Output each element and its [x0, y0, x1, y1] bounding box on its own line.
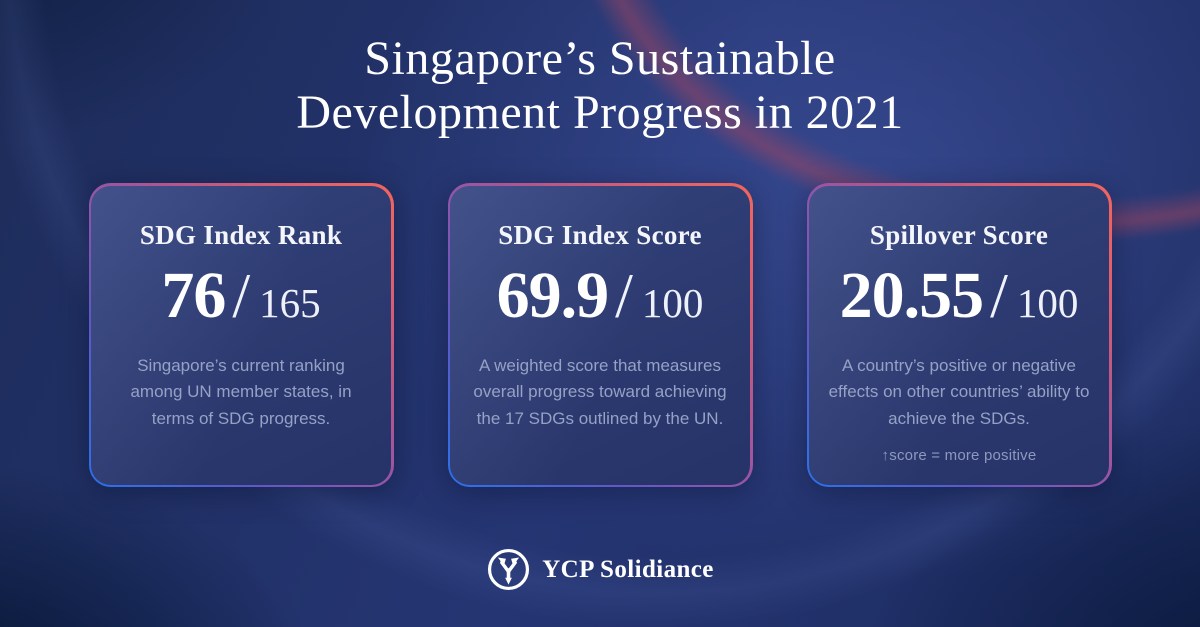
card-title: SDG Index Rank	[139, 219, 343, 250]
page-title: Singapore’s Sustainable Development Prog…	[0, 32, 1200, 140]
card-description: A country’s positive or negative effects…	[828, 355, 1090, 428]
metric-value: 20.55	[839, 258, 984, 332]
ycp-logo-icon	[486, 547, 531, 592]
page-title-line-2: Development Progress in 2021	[296, 86, 904, 140]
card-title: SDG Index Score	[498, 219, 702, 250]
metric-row: 20.55 / 100	[809, 258, 1109, 332]
card-description: A weighted score that measures overall p…	[473, 355, 727, 428]
stat-card-spillover-score: Spillover Score 20.55 / 100 A country’s …	[806, 183, 1112, 487]
stat-cards: SDG Index Rank 76 / 165 Singapore’s curr…	[0, 183, 1200, 487]
metric-slash: /	[990, 259, 1008, 331]
stat-card-sdg-index-score: SDG Index Score 69.9 / 100 A weighted sc…	[447, 183, 753, 487]
stat-card-body: SDG Index Score 69.9 / 100 A weighted sc…	[450, 185, 750, 485]
stat-card-sdg-index-rank: SDG Index Rank 76 / 165 Singapore’s curr…	[88, 183, 394, 487]
card-description: Singapore’s current ranking among UN mem…	[130, 355, 352, 428]
metric-slash: /	[232, 259, 251, 331]
brand-footer: YCP Solidiance	[0, 547, 1200, 592]
metric-slash: /	[615, 259, 633, 331]
metric-row: 76 / 165	[91, 258, 391, 332]
metric-value: 76	[161, 258, 226, 332]
stat-card-body: SDG Index Rank 76 / 165 Singapore’s curr…	[91, 185, 391, 485]
brand-name: YCP Solidiance	[542, 555, 714, 583]
metric-denominator: 100	[1016, 279, 1079, 326]
page-title-line-1: Singapore’s Sustainable	[364, 32, 836, 85]
card-title: Spillover Score	[869, 219, 1049, 250]
card-note: ↑score = more positive	[881, 446, 1037, 464]
metric-row: 69.9 / 100	[450, 258, 750, 332]
metric-denominator: 100	[641, 279, 704, 326]
metric-denominator: 165	[259, 279, 321, 326]
stat-card-body: Spillover Score 20.55 / 100 A country’s …	[809, 185, 1109, 485]
metric-value: 69.9	[496, 258, 609, 332]
